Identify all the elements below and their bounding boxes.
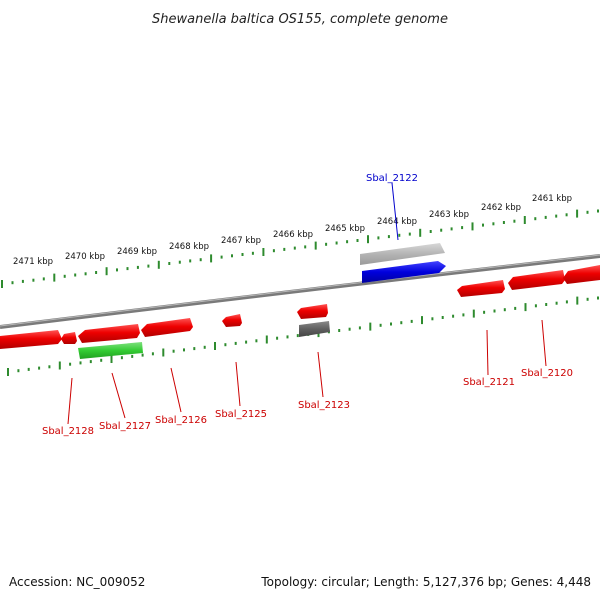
kbp-label: 2461 kbp	[532, 194, 572, 204]
gene-sbal-2122-shadow	[360, 243, 445, 265]
gene-label[interactable]: Sbal_2127	[99, 421, 151, 432]
gene-sbal-2122[interactable]	[362, 261, 446, 283]
kbp-label: 2466 kbp	[273, 230, 313, 240]
kbp-label: 2465 kbp	[325, 224, 365, 234]
kbp-label: 2469 kbp	[117, 247, 157, 257]
gene-label[interactable]: Sbal_2125	[215, 409, 267, 420]
gene-sbal-2123[interactable]	[297, 304, 328, 319]
gene-sbal-2126[interactable]	[141, 318, 193, 337]
gene-sbal-2123-gray[interactable]	[299, 321, 330, 337]
kbp-label: 2467 kbp	[221, 236, 261, 246]
kbp-label: 2462 kbp	[481, 203, 521, 213]
kbp-label: 2463 kbp	[429, 210, 469, 220]
gene-label[interactable]: Sbal_2121	[463, 377, 515, 388]
gene-sbal-2120[interactable]	[508, 270, 565, 290]
gene-sbal-2121[interactable]	[457, 280, 505, 297]
genome-backbone-highlight	[0, 254, 600, 327]
gene-sbal-2125[interactable]	[222, 314, 242, 327]
scale-ticks-bottom	[7, 296, 599, 376]
leader-lines	[67, 182, 547, 425]
gene-label[interactable]: Sbal_2126	[155, 415, 207, 426]
genome-title: Shewanella baltica OS155, complete genom…	[152, 12, 448, 27]
kbp-label: 2468 kbp	[169, 242, 209, 252]
gene-sbal-2128b[interactable]	[61, 332, 77, 344]
genome-backbone	[0, 254, 600, 329]
scale-ticks-top	[1, 209, 599, 288]
gene-sbal-2127-green[interactable]	[78, 342, 143, 359]
gene-label[interactable]: Sbal_2128	[42, 426, 94, 437]
gene-sbal-2127[interactable]	[78, 324, 140, 343]
kbp-label: 2464 kbp	[377, 217, 417, 227]
kbp-label: 2470 kbp	[65, 252, 105, 262]
topology-summary: Topology: circular; Length: 5,127,376 bp…	[260, 575, 591, 589]
gene-sbal-2128[interactable]	[0, 330, 62, 349]
gene-label[interactable]: Sbal_2122	[366, 173, 418, 184]
accession-text: Accession: NC_009052	[9, 575, 145, 589]
scale-labels: 2471 kbp 2470 kbp 2469 kbp 2468 kbp 2467…	[13, 194, 572, 267]
kbp-label: 2471 kbp	[13, 257, 53, 267]
gene-sbal-2119[interactable]	[563, 265, 600, 284]
gene-label[interactable]: Sbal_2123	[298, 400, 350, 411]
gene-label[interactable]: Sbal_2120	[521, 368, 573, 379]
